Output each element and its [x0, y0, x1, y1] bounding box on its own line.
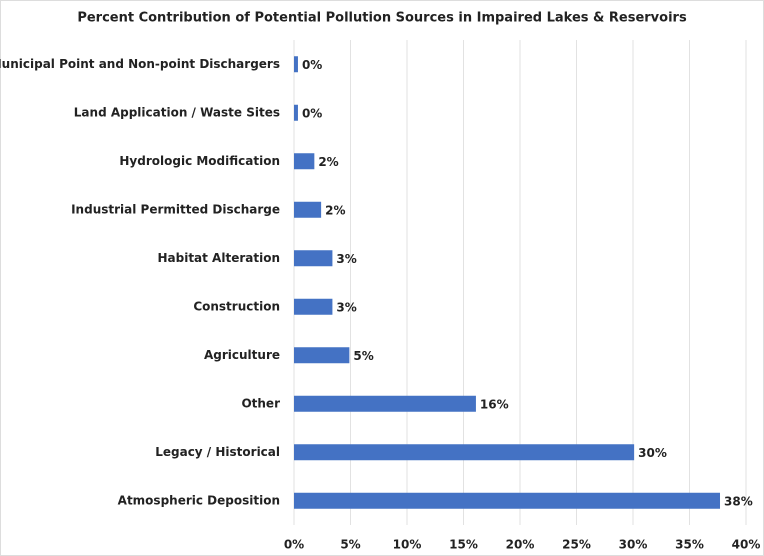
- y-tick-label: Municipal Point and Non-point Discharger…: [0, 57, 280, 71]
- bar: [294, 298, 333, 315]
- value-label: 5%: [353, 349, 373, 363]
- x-tick-label: 25%: [562, 538, 591, 552]
- chart-title: Percent Contribution of Potential Pollut…: [77, 11, 687, 26]
- x-tick-label: 40%: [732, 538, 761, 552]
- value-label: 0%: [302, 106, 322, 120]
- y-tick-label: Atmospheric Deposition: [118, 493, 280, 507]
- bar: [294, 250, 333, 267]
- y-tick-label: Other: [241, 396, 280, 410]
- x-tick-label: 30%: [619, 538, 648, 552]
- value-label: 2%: [325, 203, 345, 217]
- x-tick-label: 5%: [340, 538, 360, 552]
- value-label: 3%: [336, 252, 356, 266]
- bar: [294, 347, 350, 364]
- value-label: 0%: [302, 58, 322, 72]
- x-tick-label: 20%: [506, 538, 535, 552]
- value-label: 38%: [724, 494, 753, 508]
- bar: [294, 104, 298, 121]
- value-label: 30%: [638, 446, 667, 460]
- value-label: 2%: [318, 155, 338, 169]
- bar: [294, 492, 721, 509]
- x-tick-label: 35%: [675, 538, 704, 552]
- bar: [294, 153, 315, 170]
- y-tick-label: Land Application / Waste Sites: [74, 105, 280, 119]
- y-tick-label: Industrial Permitted Discharge: [71, 202, 280, 216]
- bar: [294, 56, 298, 73]
- value-label: 16%: [480, 397, 509, 411]
- y-tick-label: Legacy / Historical: [155, 445, 280, 459]
- x-tick-label: 15%: [449, 538, 478, 552]
- y-tick-label: Agriculture: [204, 348, 280, 362]
- y-tick-label: Construction: [193, 299, 280, 313]
- x-tick-label: 0%: [284, 538, 304, 552]
- bar: [294, 201, 322, 218]
- value-label: 3%: [336, 300, 356, 314]
- bar: [294, 395, 476, 412]
- x-tick-label: 10%: [393, 538, 422, 552]
- y-tick-label: Hydrologic Modification: [119, 154, 280, 168]
- y-tick-label: Habitat Alteration: [157, 251, 280, 265]
- bar: [294, 444, 635, 461]
